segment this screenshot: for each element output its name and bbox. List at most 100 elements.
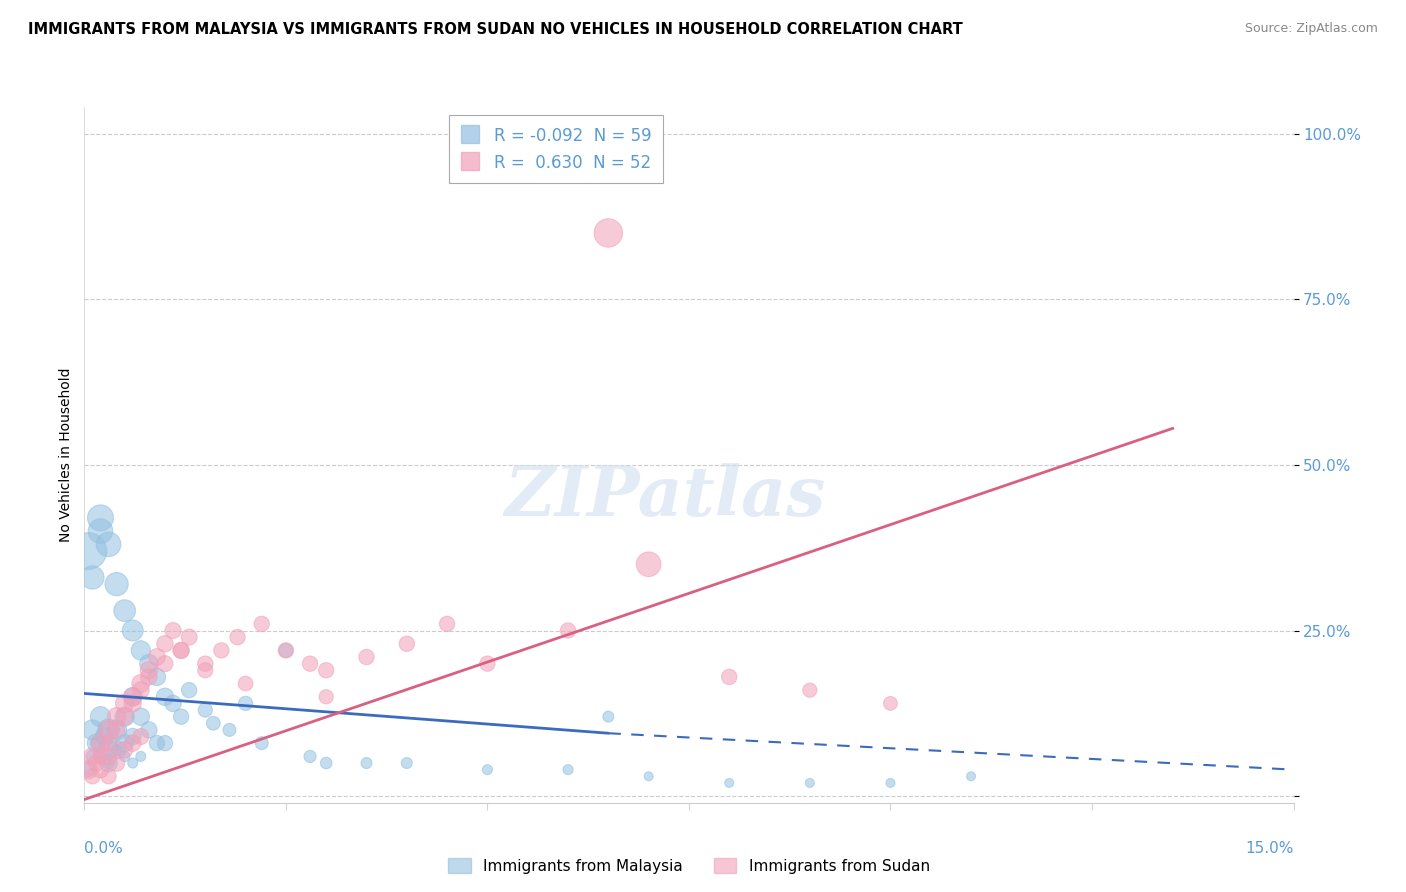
Point [250,736,273,750]
Point [89,524,111,538]
Point [235,697,257,711]
Text: ZIPatlas: ZIPatlas [505,463,825,531]
Point [170,643,193,657]
Point [129,643,152,657]
Point [97,756,120,770]
Point [105,723,128,737]
Point [718,776,741,790]
Point [299,657,322,671]
Point [138,670,160,684]
Point [356,650,378,665]
Point [179,630,201,644]
Point [93,730,115,744]
Point [82,769,104,783]
Point [274,643,297,657]
Point [718,670,741,684]
Point [194,657,217,671]
Point [105,756,128,770]
Point [82,570,104,584]
Point [77,763,100,777]
Point [97,756,120,770]
Point [250,616,273,631]
Point [315,756,337,770]
Point [86,736,108,750]
Point [121,690,143,704]
Point [121,756,143,770]
Point [86,736,108,750]
Point [89,511,111,525]
Point [89,749,111,764]
Point [121,697,143,711]
Point [89,763,111,777]
Point [315,690,337,704]
Point [299,749,322,764]
Point [82,749,104,764]
Point [162,697,184,711]
Point [879,697,901,711]
Point [97,723,120,737]
Point [97,537,120,551]
Point [153,657,176,671]
Point [77,544,100,558]
Legend: R = -0.092  N = 59, R =  0.630  N = 52: R = -0.092 N = 59, R = 0.630 N = 52 [449,115,664,184]
Point [105,723,128,737]
Point [138,723,160,737]
Point [86,756,108,770]
Point [477,657,499,671]
Point [218,723,240,737]
Point [799,776,821,790]
Point [114,604,136,618]
Point [960,769,983,783]
Point [121,690,143,704]
Point [129,749,152,764]
Point [105,709,128,723]
Point [129,730,152,744]
Point [114,743,136,757]
Point [356,756,378,770]
Point [315,663,337,677]
Point [598,226,620,240]
Point [146,736,169,750]
Point [153,690,176,704]
Point [202,716,225,731]
Point [121,730,143,744]
Point [97,736,120,750]
Point [209,643,232,657]
Point [557,763,579,777]
Point [194,703,217,717]
Point [235,676,257,690]
Point [637,769,659,783]
Point [129,709,152,723]
Point [114,749,136,764]
Point [153,736,176,750]
Point [97,769,120,783]
Point [153,637,176,651]
Point [477,763,499,777]
Point [105,577,128,591]
Text: Source: ZipAtlas.com: Source: ZipAtlas.com [1244,22,1378,36]
Point [274,643,297,657]
Point [138,663,160,677]
Point [129,676,152,690]
Point [114,736,136,750]
Point [77,763,100,777]
Point [114,709,136,723]
Point [395,637,418,651]
Point [799,683,821,698]
Point [194,663,217,677]
Point [170,643,193,657]
Point [637,558,659,572]
Point [97,723,120,737]
Point [97,749,120,764]
Point [179,683,201,698]
Text: 0.0%: 0.0% [84,841,124,856]
Point [436,616,458,631]
Point [146,670,169,684]
Point [129,683,152,698]
Point [82,723,104,737]
Point [89,709,111,723]
Point [226,630,249,644]
Point [162,624,184,638]
Point [105,743,128,757]
Point [114,709,136,723]
